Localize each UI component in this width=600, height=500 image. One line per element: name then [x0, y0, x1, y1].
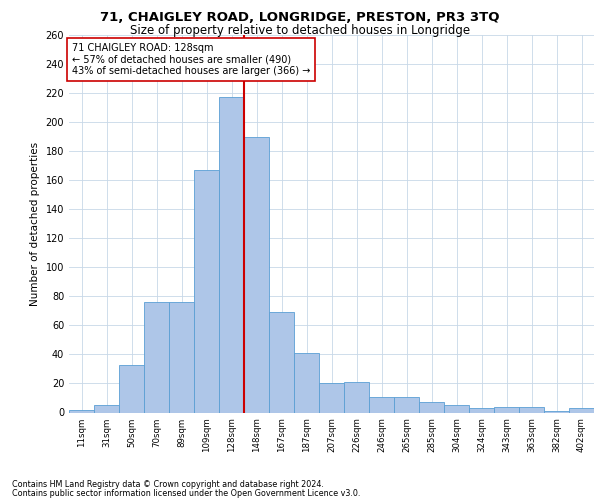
Bar — [444, 405, 469, 412]
Bar — [194, 170, 219, 412]
Bar — [494, 406, 519, 412]
Text: Contains public sector information licensed under the Open Government Licence v3: Contains public sector information licen… — [12, 488, 361, 498]
Text: Contains HM Land Registry data © Crown copyright and database right 2024.: Contains HM Land Registry data © Crown c… — [12, 480, 324, 489]
Bar — [344, 382, 369, 412]
Bar — [94, 405, 119, 412]
Text: 71 CHAIGLEY ROAD: 128sqm
← 57% of detached houses are smaller (490)
43% of semi-: 71 CHAIGLEY ROAD: 128sqm ← 57% of detach… — [71, 42, 310, 76]
Bar — [69, 410, 94, 412]
Bar — [219, 98, 244, 412]
Bar — [419, 402, 444, 412]
Bar — [319, 384, 344, 412]
Bar — [369, 396, 394, 412]
Bar — [269, 312, 294, 412]
Bar — [294, 353, 319, 412]
Bar — [569, 408, 594, 412]
Text: Size of property relative to detached houses in Longridge: Size of property relative to detached ho… — [130, 24, 470, 37]
Bar — [519, 406, 544, 412]
Text: 71, CHAIGLEY ROAD, LONGRIDGE, PRESTON, PR3 3TQ: 71, CHAIGLEY ROAD, LONGRIDGE, PRESTON, P… — [100, 11, 500, 24]
Bar — [119, 364, 144, 412]
Y-axis label: Number of detached properties: Number of detached properties — [30, 142, 40, 306]
Bar — [544, 411, 569, 412]
Bar — [169, 302, 194, 412]
Bar — [469, 408, 494, 412]
Bar — [144, 302, 169, 412]
Bar — [394, 396, 419, 412]
Bar — [244, 136, 269, 412]
